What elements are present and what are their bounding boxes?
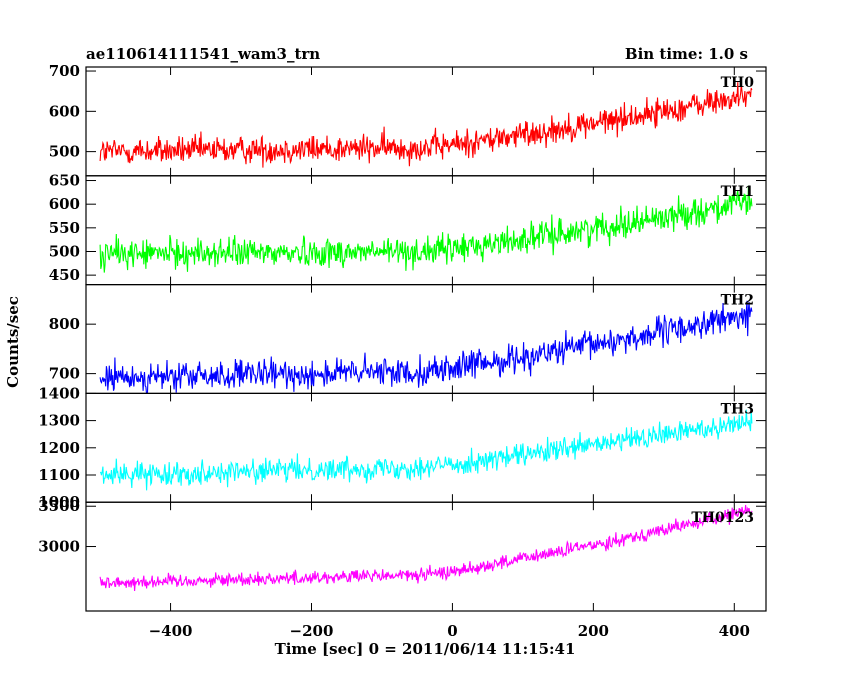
panels-group: 500 600 700 TH0 450 500 550 600 650 TH1 700 800 TH2 1… <box>38 62 767 640</box>
x-tick-label: −400 <box>149 622 193 640</box>
y-tick-label-th0123: 3500 <box>38 497 80 515</box>
panel-frame-th0 <box>85 66 767 177</box>
panel-label-th1: TH1 <box>721 184 754 200</box>
y-tick-label-th2: 700 <box>49 365 80 383</box>
y-tick-label-th2: 800 <box>49 315 80 333</box>
y-tick-label-th1: 450 <box>49 266 80 284</box>
x-tick-label: 200 <box>578 622 609 640</box>
y-tick-label-th0123: 3000 <box>38 538 80 556</box>
y-tick-label-th3: 1400 <box>38 384 80 402</box>
y-tick-label-th0: 600 <box>49 102 80 120</box>
x-tick-label: 400 <box>719 622 750 640</box>
y-tick-label-th1: 650 <box>49 172 80 190</box>
series-line-th2 <box>99 300 753 394</box>
panel-label-th3: TH3 <box>721 401 754 417</box>
y-axis-title: Counts/sec <box>4 296 22 388</box>
y-tick-label-th0: 700 <box>49 62 80 80</box>
x-tick-label: 0 <box>447 622 457 640</box>
series-line-th0123 <box>99 504 753 592</box>
panel-frame-th0123 <box>85 501 767 612</box>
y-tick-label-th0: 500 <box>49 143 80 161</box>
x-tick-label: −200 <box>290 622 334 640</box>
panel-frame-th3 <box>85 392 767 503</box>
panel-label-th2: TH2 <box>721 293 754 309</box>
series-line-th0 <box>99 82 753 168</box>
bin-time-label: Bin time: 1.0 s <box>625 45 748 63</box>
panel-label-th0: TH0 <box>721 75 755 91</box>
chart-title: ae110614111541_wam3_trn <box>86 45 320 63</box>
y-tick-label-th1: 600 <box>49 195 80 213</box>
x-axis-title: Time [sec] 0 = 2011/06/14 11:15:41 <box>275 640 576 658</box>
series-line-th3 <box>100 409 753 491</box>
series-line-th1 <box>99 185 753 273</box>
panel-label-th0123: TH0123 <box>691 510 754 526</box>
y-tick-label-th3: 1300 <box>38 412 80 430</box>
y-tick-label-th3: 1100 <box>38 466 80 484</box>
y-tick-label-th1: 500 <box>49 242 80 260</box>
y-tick-label-th1: 550 <box>49 219 80 237</box>
y-tick-label-th3: 1000 <box>38 493 80 511</box>
y-tick-label-th3: 1200 <box>38 439 80 457</box>
